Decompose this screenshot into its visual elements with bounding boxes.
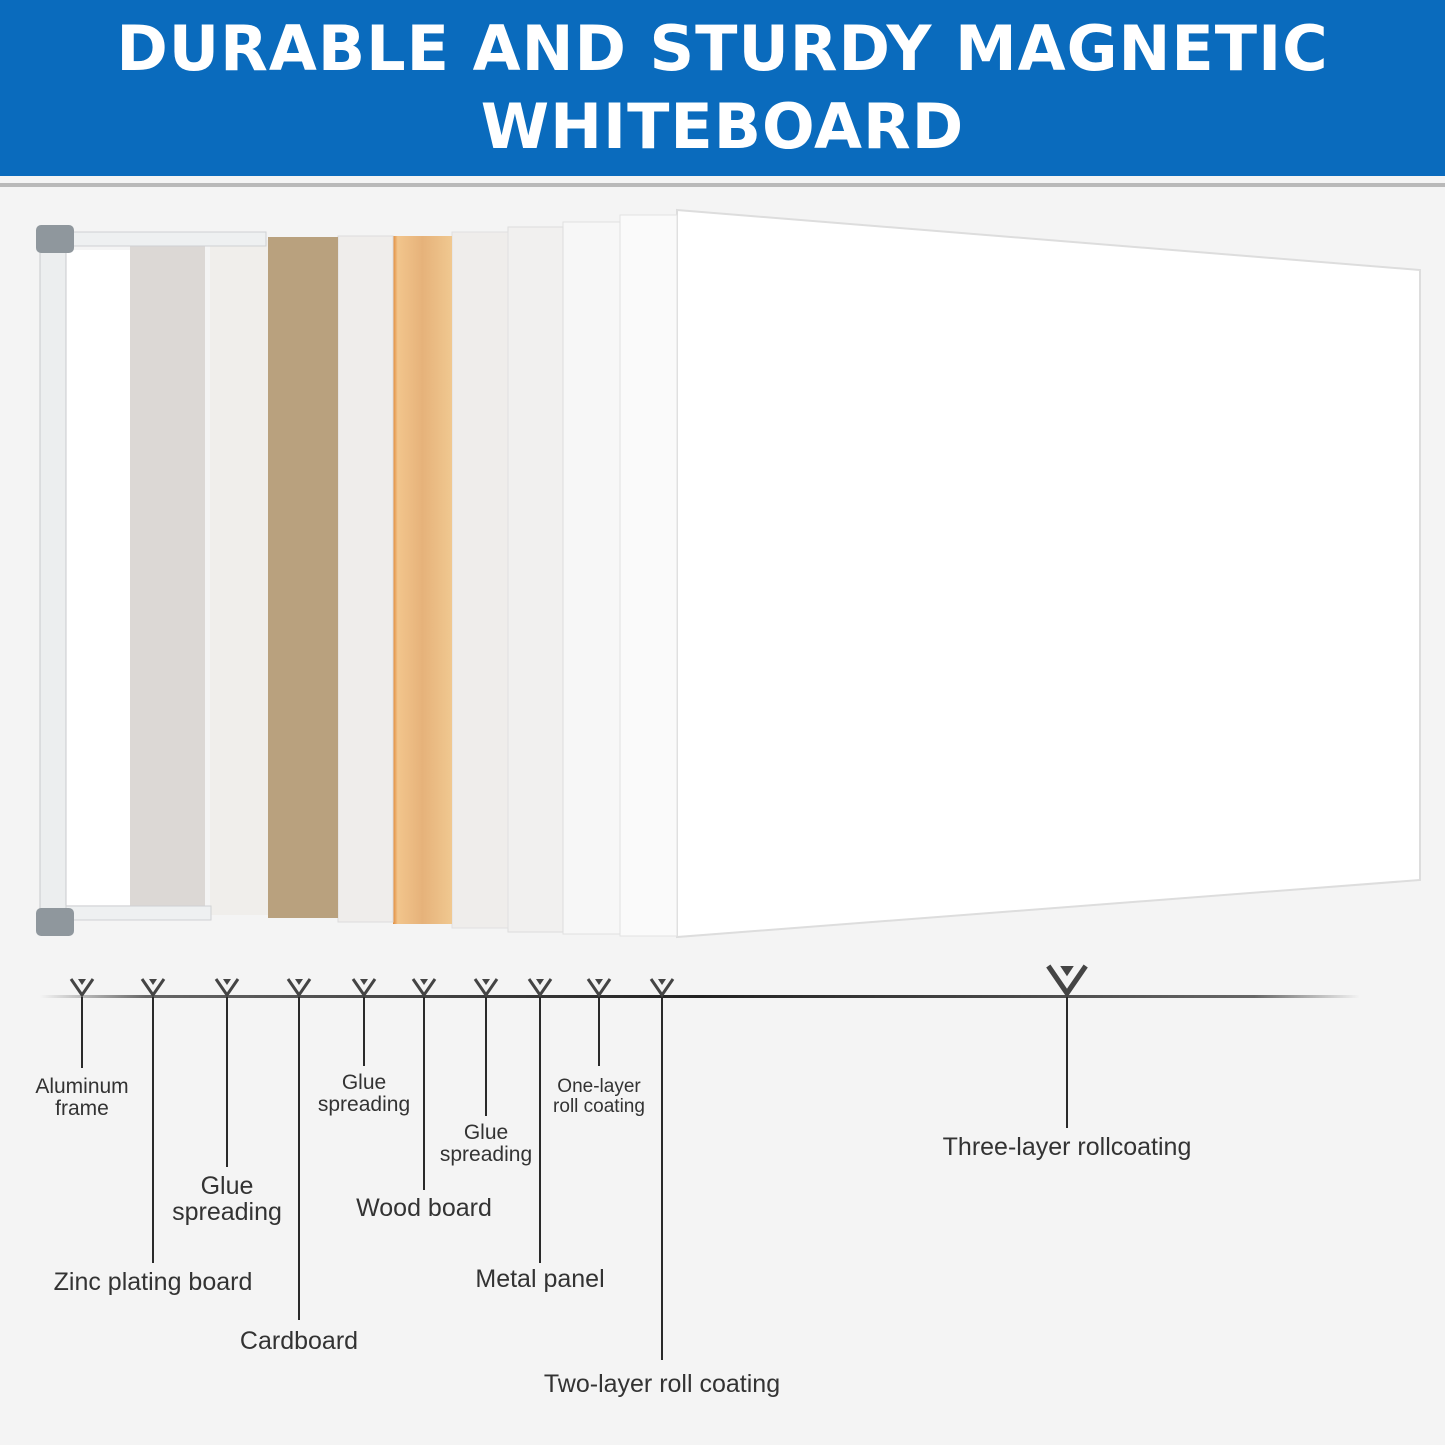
label-line-1: Aluminum (35, 1075, 129, 1098)
label-line-1: Cardboard (239, 1327, 359, 1355)
layer-label: Three-layer rollcoating (942, 1133, 1192, 1161)
leader-line (363, 997, 365, 1066)
leader-line (598, 997, 600, 1066)
layer-label: Wood board (356, 1194, 492, 1222)
layer-metal-panel (507, 226, 564, 933)
title-line-2: WHITEBOARD (480, 90, 965, 163)
marker-icon (527, 978, 553, 998)
layer-label: Aluminum frame (35, 1075, 129, 1121)
layer-glue-1 (210, 240, 268, 915)
label-line-1: Zinc plating board (53, 1268, 253, 1296)
leader-line (1066, 997, 1068, 1128)
leader-line (152, 997, 154, 1263)
label-line-2: spreading (439, 1143, 533, 1167)
aluminum-frame (36, 225, 267, 936)
marker-icon (649, 978, 675, 998)
leader-line (539, 997, 541, 1263)
title-line-1: DURABLE AND STURDY MAGNETIC (116, 12, 1329, 85)
marker-icon (351, 978, 377, 998)
marker-icon (1046, 964, 1088, 998)
layer-label: Zinc plating board (53, 1268, 253, 1296)
layer-cardboard (268, 237, 338, 918)
marker-icon (69, 978, 95, 998)
label-line-1: Two-layer roll coating (543, 1370, 781, 1398)
label-line-2: roll coating (553, 1095, 645, 1117)
layer-glue-3 (451, 231, 509, 929)
marker-icon (411, 978, 437, 998)
label-line-1: Metal panel (475, 1265, 605, 1293)
leader-line (298, 997, 300, 1320)
layer-one-layer-coating (562, 221, 621, 935)
marker-icon (140, 978, 166, 998)
axis-line (40, 995, 1360, 998)
layer-label: Glue spreading (172, 1173, 282, 1226)
label-line-2: spreading (172, 1198, 282, 1227)
layer-label: Glue spreading (317, 1071, 411, 1117)
marker-icon (473, 978, 499, 998)
marker-icon (586, 978, 612, 998)
label-line-1: Glue (341, 1071, 387, 1094)
label-line-2: spreading (317, 1093, 411, 1117)
label-line-1: Glue (200, 1172, 254, 1200)
layer-label: Metal panel (475, 1265, 605, 1293)
leader-line (81, 997, 83, 1068)
layer-glue-2 (337, 235, 394, 923)
marker-icon (214, 978, 240, 998)
divider (0, 183, 1445, 187)
marker-icon (286, 978, 312, 998)
label-line-1: One-layer (557, 1076, 641, 1097)
layer-two-layer-coating (619, 214, 678, 937)
layer-label: Cardboard (239, 1327, 359, 1355)
layer-label: Two-layer roll coating (543, 1370, 781, 1398)
layer-label: One-layer roll coating (553, 1077, 645, 1117)
label-line-2: frame (55, 1097, 109, 1121)
label-line-1: Wood board (356, 1194, 492, 1222)
header-banner: DURABLE AND STURDY MAGNETIC WHITEBOARD (0, 0, 1445, 176)
label-line-1: Glue (463, 1121, 509, 1144)
leader-line (226, 997, 228, 1167)
layer-wood-board (393, 236, 452, 924)
layer-label: Glue spreading (439, 1121, 533, 1167)
leader-line (661, 997, 663, 1360)
leader-line (423, 997, 425, 1190)
whiteboard-surface (676, 208, 1421, 939)
leader-line (485, 997, 487, 1116)
label-line-1: Three-layer rollcoating (942, 1133, 1192, 1161)
